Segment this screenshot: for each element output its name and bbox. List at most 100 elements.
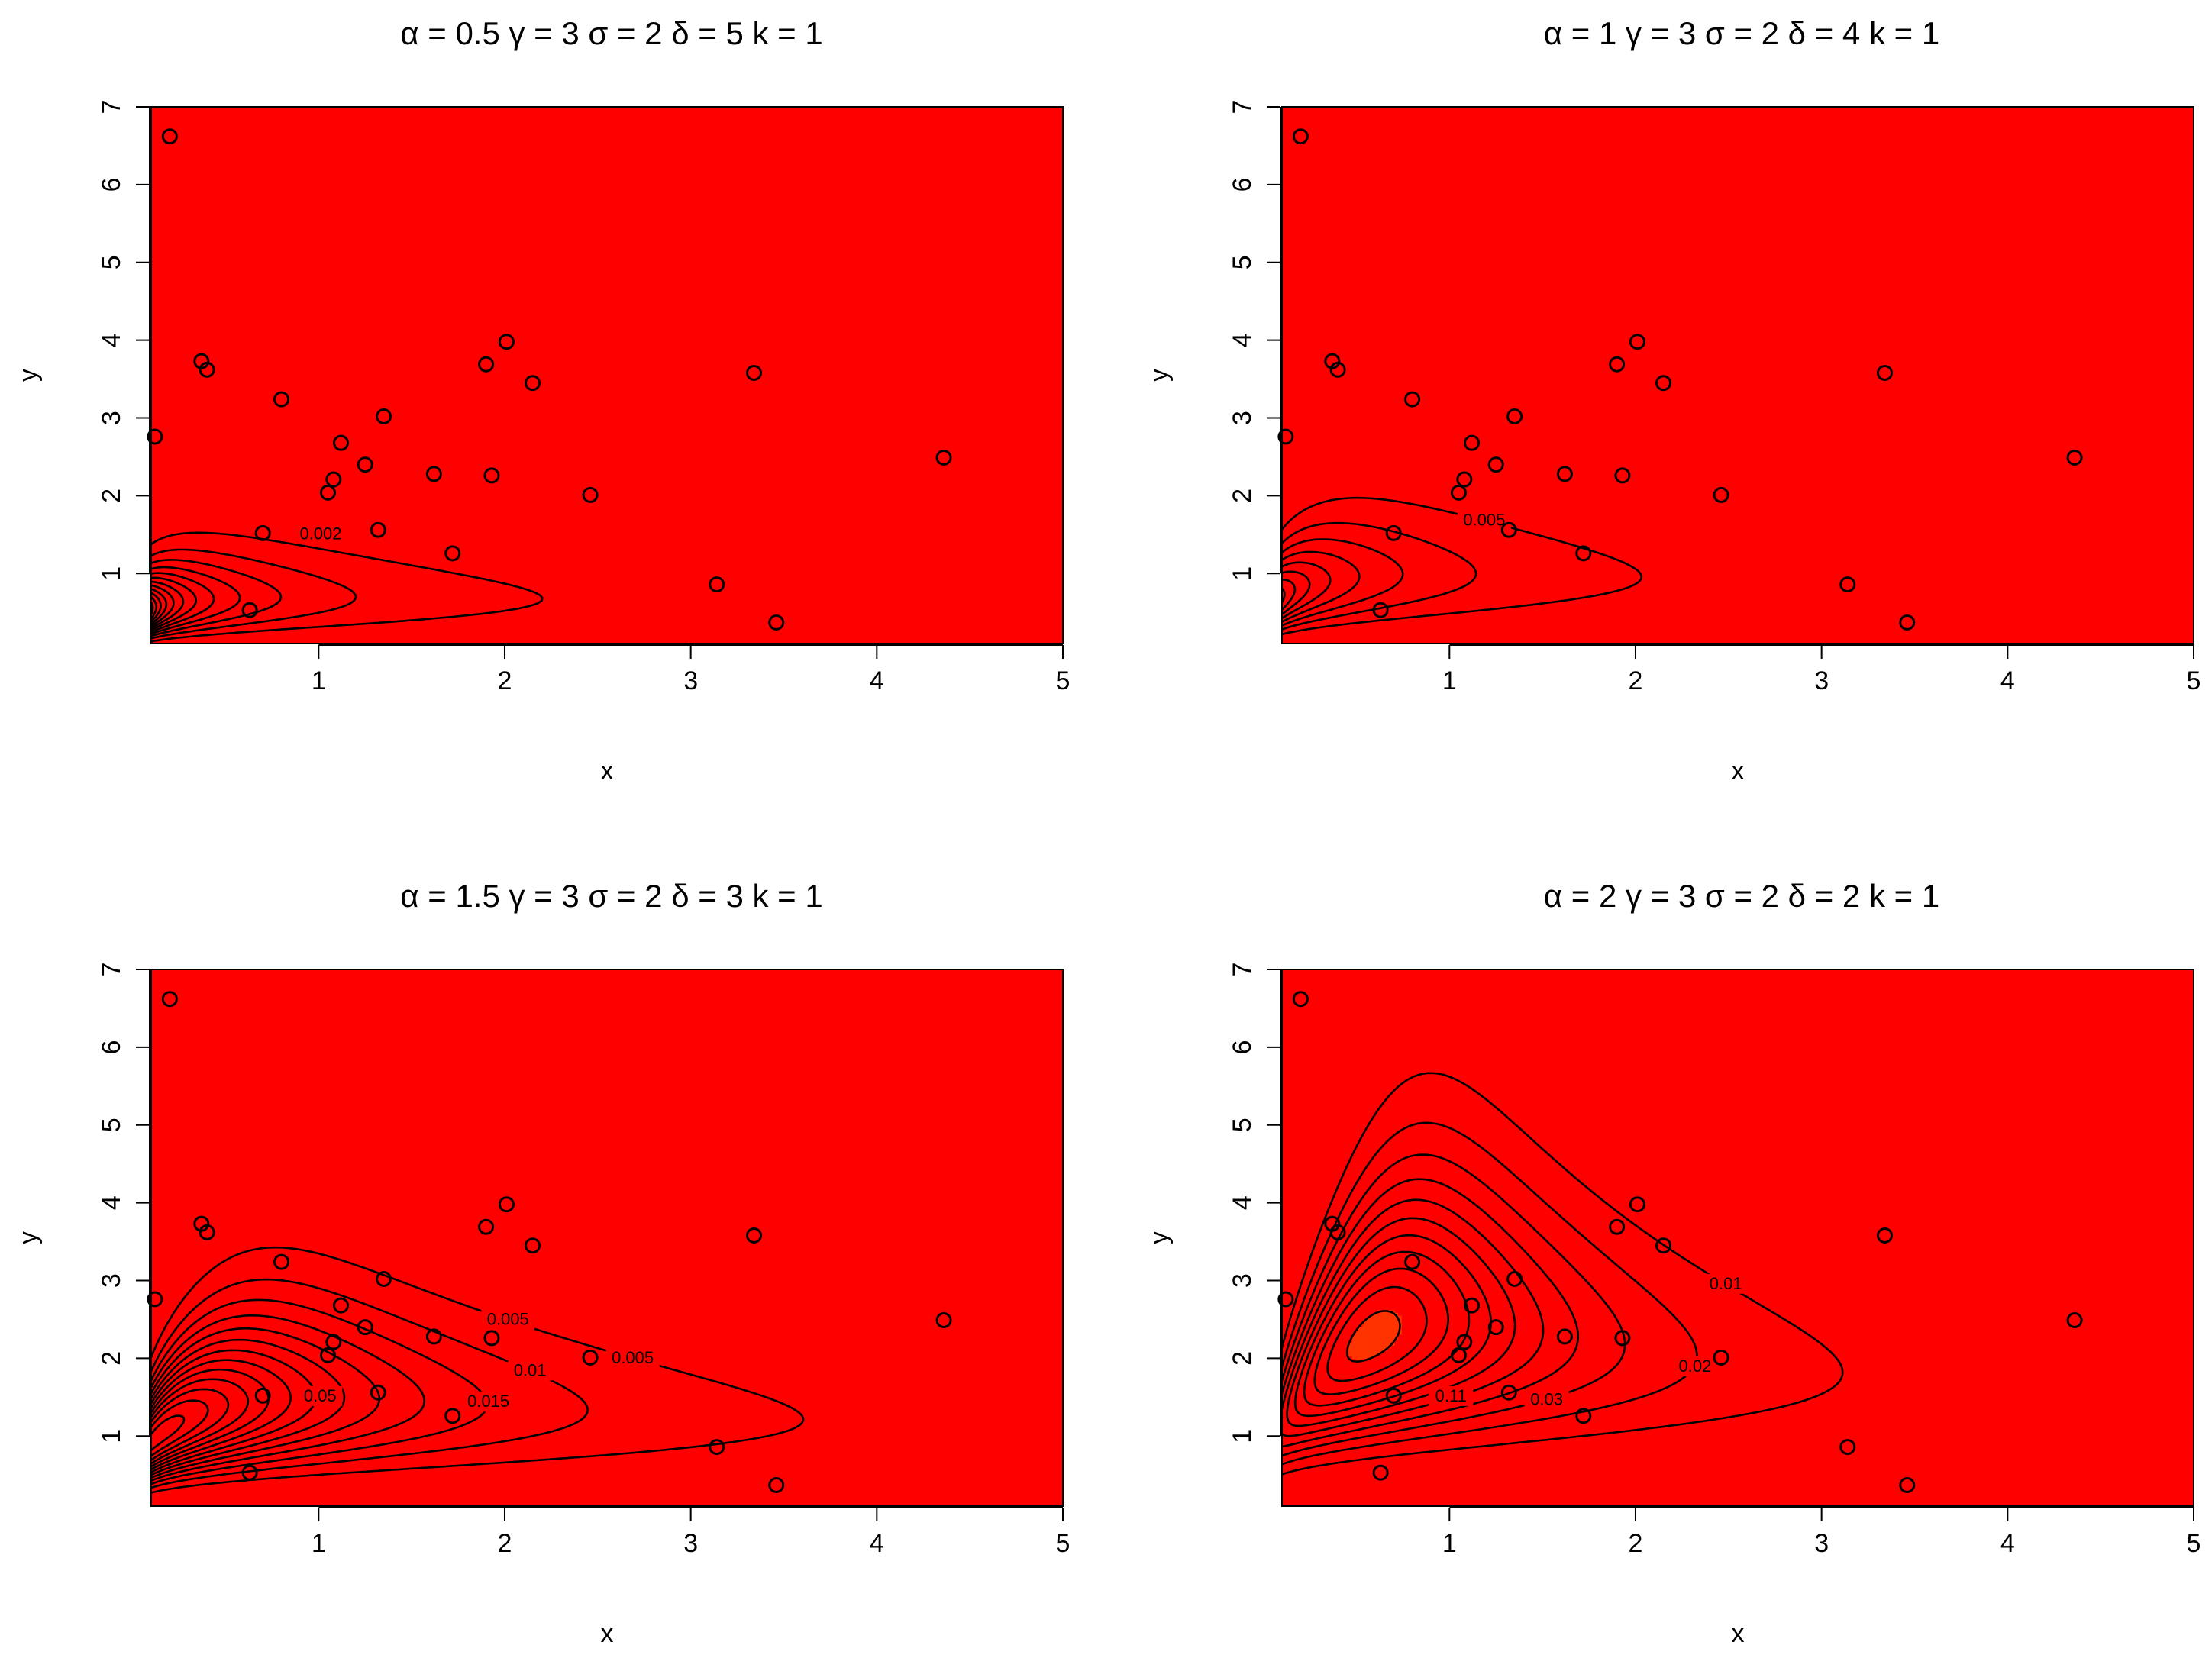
data-point <box>147 1291 163 1308</box>
data-point <box>1329 361 1346 378</box>
peak-cell <box>1380 1321 1384 1324</box>
x-tick-label: 1 <box>1442 666 1457 695</box>
peak-cell <box>1373 1318 1377 1322</box>
y-tick-label: 3 <box>97 1273 126 1288</box>
data-point <box>525 1237 541 1254</box>
y-tick-label: 1 <box>97 1429 126 1443</box>
data-point <box>1609 356 1626 373</box>
peak-cell <box>1376 1342 1381 1346</box>
peak-cell <box>1373 1334 1377 1338</box>
peak-cell <box>1373 1331 1377 1335</box>
panel-4: α = 2 γ = 3 σ = 2 δ = 2 k = 1 <box>1544 878 1939 914</box>
peak-cell <box>1393 1323 1399 1327</box>
contour-line <box>1282 521 1477 631</box>
data-point <box>582 1349 599 1366</box>
peak-cell <box>1369 1318 1374 1322</box>
contour-label: 0.05 <box>304 1386 337 1405</box>
data-point <box>319 1347 336 1363</box>
peak-cell <box>1351 1347 1357 1351</box>
peak-cell <box>1387 1326 1391 1330</box>
data-point <box>1655 1237 1672 1254</box>
contour-label: 0.03 <box>1530 1390 1563 1409</box>
peak-cell <box>1380 1315 1384 1319</box>
peak-cell <box>1366 1326 1371 1330</box>
contour-label-group: 0.002 <box>293 524 347 544</box>
y-axis-label: y <box>1145 369 1174 382</box>
x-axis-label: x <box>1732 1619 1745 1648</box>
contour-line <box>151 559 283 637</box>
data-point <box>768 1476 785 1493</box>
contour-line <box>151 572 215 634</box>
y-tick-label: 2 <box>1228 1351 1257 1366</box>
contour-label-bg <box>1524 1389 1569 1410</box>
peak-cell <box>1355 1358 1360 1362</box>
contour-line <box>1286 1217 1516 1427</box>
peak-cell <box>1387 1321 1391 1324</box>
data-point <box>1839 576 1856 593</box>
peak-cell <box>1359 1345 1364 1349</box>
peak-cell <box>1355 1329 1360 1333</box>
data-point <box>325 1334 342 1350</box>
y-axis: 1 2 3 4 5 6 7 <box>1228 100 1281 581</box>
peak-cell <box>1369 1323 1374 1327</box>
contour-label-bg <box>1703 1273 1749 1294</box>
contour-label: 0.005 <box>487 1310 529 1329</box>
peak-cell <box>1376 1323 1381 1327</box>
peak-cell <box>1384 1323 1388 1327</box>
data-point <box>425 1328 442 1345</box>
plot-background <box>151 107 1063 644</box>
data-point <box>498 334 515 350</box>
peak-cell <box>1376 1337 1381 1340</box>
peak-cell <box>1366 1323 1371 1327</box>
contour-label-bg <box>605 1347 660 1368</box>
x-tick-label: 4 <box>870 666 884 695</box>
x-axis: 1 2 3 4 5 <box>312 1507 1070 1558</box>
x-axis-label: x <box>1732 756 1745 785</box>
contour-label-bg <box>1672 1356 1717 1377</box>
contour-line <box>1282 538 1404 627</box>
data-point <box>746 364 763 381</box>
peak-cell <box>1348 1342 1353 1346</box>
peak-cell <box>1376 1315 1381 1319</box>
y-tick-label: 4 <box>1228 1195 1257 1210</box>
data-point <box>147 428 163 445</box>
data-point <box>273 391 290 408</box>
peak-cell <box>1390 1312 1395 1317</box>
peak-cell <box>1380 1345 1384 1349</box>
peak-cell <box>1366 1347 1371 1351</box>
contour-line <box>151 531 544 643</box>
y-tick-label: 3 <box>1228 411 1257 425</box>
peak-cell <box>1380 1329 1384 1333</box>
contour-line <box>1326 1285 1428 1382</box>
x-axis-label: x <box>601 756 614 785</box>
contour-label: 0.11 <box>1435 1386 1467 1405</box>
peak-cell <box>1362 1331 1367 1335</box>
data-point <box>525 375 541 392</box>
peak-cell <box>1380 1337 1384 1340</box>
contour-line <box>1282 1153 1626 1457</box>
peak-cell <box>1390 1334 1395 1338</box>
panel-1: α = 0.5 γ = 3 σ = 2 δ = 5 k = 1 <box>400 15 822 51</box>
data-point <box>1506 1270 1523 1287</box>
peak-cell <box>1384 1342 1388 1346</box>
contour-line <box>151 566 241 635</box>
panel-2: α = 1 γ = 3 σ = 2 δ = 4 k = 1 <box>1544 15 1939 51</box>
x-tick-label: 2 <box>498 666 512 695</box>
peak-cell <box>1369 1326 1374 1330</box>
peak-cell <box>1390 1315 1395 1319</box>
peak-cell <box>1366 1353 1371 1356</box>
data-points <box>1277 991 2083 1493</box>
data-point <box>582 486 599 503</box>
chart-panel: 1 2 3 4 5 x 1 2 3 4 5 6 7 y 0.005 0.01 0.015 0.05 0.005 <box>14 963 1070 1648</box>
data-point <box>1404 1253 1421 1270</box>
contour-label-bg <box>461 1392 515 1412</box>
peak-cell <box>1387 1329 1391 1333</box>
peak-cell <box>1376 1334 1381 1338</box>
peak-cell <box>1359 1337 1364 1340</box>
data-point <box>199 361 215 378</box>
data-point <box>254 1387 271 1404</box>
y-tick-label: 3 <box>97 411 126 425</box>
peak-cell <box>1380 1331 1384 1335</box>
x-tick-label: 4 <box>870 1529 884 1558</box>
x-tick-label: 1 <box>1442 1529 1457 1558</box>
